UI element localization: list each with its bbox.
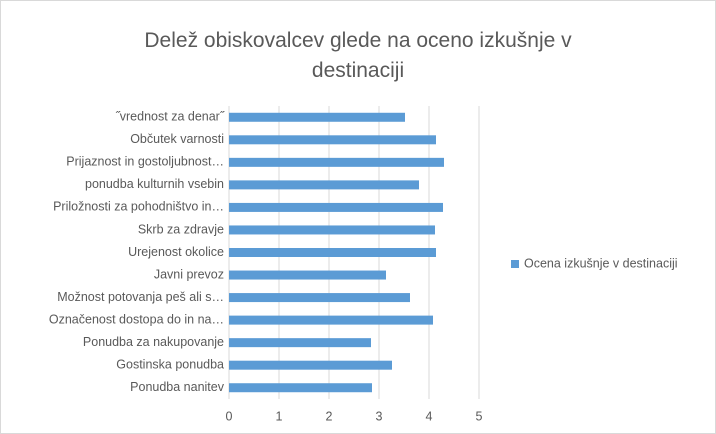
legend-swatch	[511, 260, 519, 268]
y-tick-label: ponudba kulturnih vsebin	[85, 177, 224, 191]
y-tick-label: Označenost dostopa do in na…	[49, 312, 224, 326]
y-tick-label: Javni prevoz	[154, 267, 224, 281]
y-tick-label: Urejenost okolice	[128, 245, 224, 259]
x-tick-label: 1	[276, 409, 283, 423]
bar	[229, 248, 436, 257]
y-tick-label: ˝vrednost za denar˝	[116, 110, 225, 124]
y-tick-label: Možnost potovanja peš ali s…	[57, 290, 224, 304]
y-tick-label: Ponudba nanitev	[130, 380, 225, 394]
bar	[229, 293, 410, 303]
bar	[229, 338, 371, 348]
chart-title: Delež obiskovalcev glede na oceno izkušn…	[144, 29, 572, 82]
bar	[229, 360, 392, 370]
y-tick-label: Ponudba za nakupovanje	[83, 335, 224, 349]
bar	[229, 180, 419, 190]
y-tick-label: Prijaznost in gostoljubnost…	[66, 155, 224, 169]
bar	[229, 315, 433, 325]
y-tick-label: Skrb za zdravje	[138, 222, 224, 236]
bar	[229, 112, 405, 122]
bar	[229, 225, 435, 235]
x-tick-label: 5	[476, 409, 483, 423]
x-tick-label: 3	[376, 409, 383, 423]
bar	[229, 135, 436, 145]
bar	[229, 202, 443, 212]
y-tick-label: Gostinska ponudba	[116, 357, 224, 371]
bar	[229, 157, 444, 167]
y-tick-label: Priložnosti za pohodništvo in…	[53, 200, 224, 214]
bar	[229, 270, 386, 280]
bar	[229, 383, 372, 393]
x-tick-label: 0	[226, 409, 233, 423]
y-tick-label: Občutek varnosti	[130, 132, 224, 146]
x-tick-label: 4	[426, 409, 433, 423]
x-tick-label: 2	[326, 409, 333, 423]
legend-label: Ocena izkušnje v destinaciji	[524, 256, 678, 270]
